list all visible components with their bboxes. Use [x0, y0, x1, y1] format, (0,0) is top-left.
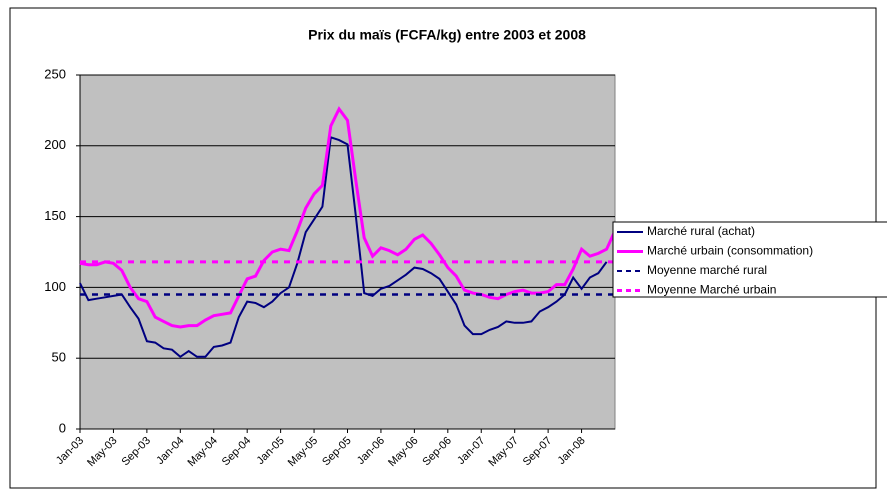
series-line: [79, 106, 617, 329]
series-line: [79, 135, 608, 359]
y-tick-label: 100: [44, 279, 66, 294]
y-tick-label: 250: [44, 66, 66, 81]
y-tick-label: 50: [52, 350, 66, 365]
legend-label: Moyenne marché rural: [647, 263, 767, 277]
legend-label: Marché rural (achat): [647, 224, 755, 238]
plot-area: [79, 74, 616, 430]
y-tick-label: 200: [44, 137, 66, 152]
legend-box: [612, 221, 887, 298]
legend-label: Marché urbain (consommation): [647, 244, 813, 258]
y-tick-label: 150: [44, 208, 66, 223]
legend-label: Moyenne Marché urbain: [647, 283, 776, 297]
y-tick-label: 0: [59, 420, 66, 435]
chart-title: Prix du maïs (FCFA/kg) entre 2003 et 200…: [308, 27, 586, 43]
